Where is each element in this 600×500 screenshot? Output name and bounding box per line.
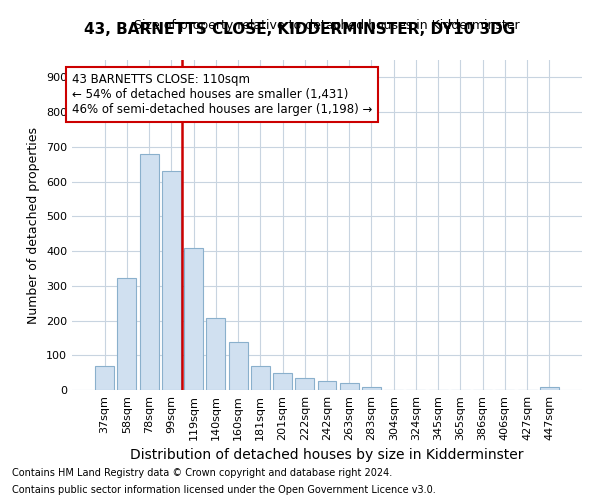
X-axis label: Distribution of detached houses by size in Kidderminster: Distribution of detached houses by size … [130,448,524,462]
Bar [317,382,337,390]
Bar [95,366,114,390]
Bar [540,387,559,390]
Text: Contains HM Land Registry data © Crown copyright and database right 2024.: Contains HM Land Registry data © Crown c… [12,468,392,477]
Text: 43, BARNETTS CLOSE, KIDDERMINSTER, DY10 3DG: 43, BARNETTS CLOSE, KIDDERMINSTER, DY10 … [85,22,515,38]
Bar [206,318,225,390]
Bar [184,248,203,390]
Bar [140,154,158,390]
Bar [273,374,292,390]
Bar [340,383,359,390]
Title: Size of property relative to detached houses in Kidderminster: Size of property relative to detached ho… [134,20,520,32]
Text: 43 BARNETTS CLOSE: 110sqm
← 54% of detached houses are smaller (1,431)
46% of se: 43 BARNETTS CLOSE: 110sqm ← 54% of detac… [72,73,373,116]
Bar [229,342,248,390]
Bar [251,366,270,390]
Y-axis label: Number of detached properties: Number of detached properties [28,126,40,324]
Bar [162,171,181,390]
Bar [118,278,136,390]
Text: Contains public sector information licensed under the Open Government Licence v3: Contains public sector information licen… [12,485,436,495]
Bar [362,386,381,390]
Bar [295,378,314,390]
